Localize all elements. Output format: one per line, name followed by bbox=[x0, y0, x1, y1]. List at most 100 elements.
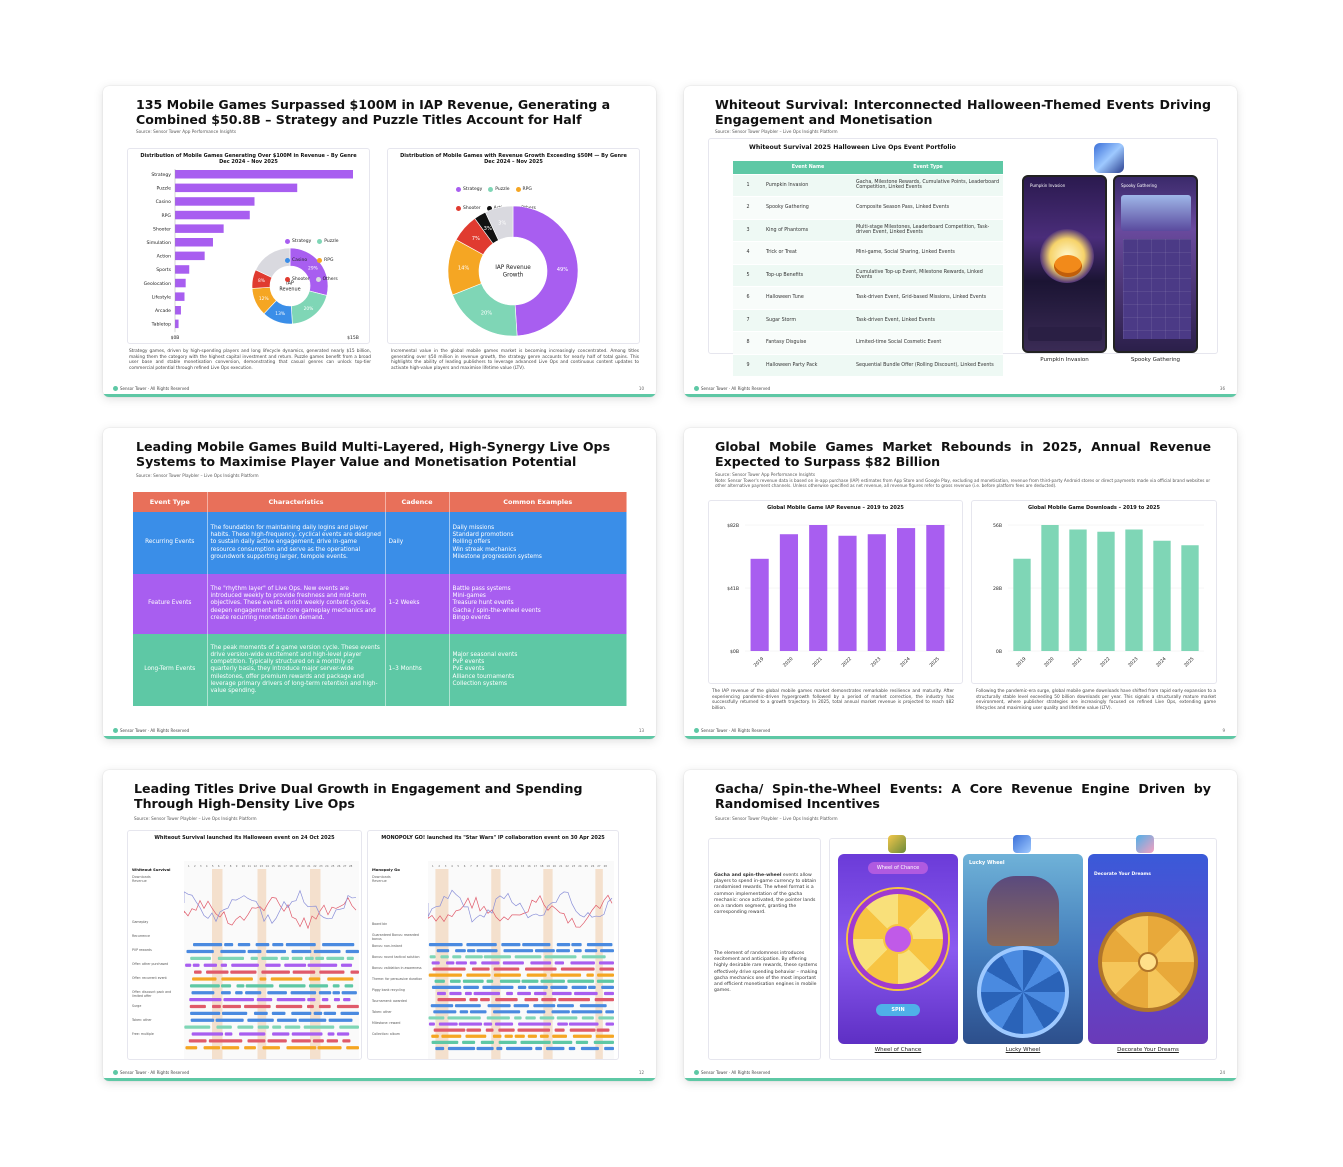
event-bar bbox=[533, 1004, 556, 1008]
event-bar bbox=[190, 1018, 215, 1022]
slice-label: 49% bbox=[557, 267, 569, 273]
bar bbox=[1013, 558, 1031, 651]
slice-label: 20% bbox=[304, 306, 314, 312]
randomness-description: The element of randomness introduces exc… bbox=[714, 951, 818, 994]
row-label: Offer: discount pack and limited offer bbox=[132, 990, 172, 998]
caption-spooky-gathering: Spooky Gathering bbox=[1130, 357, 1181, 363]
date-tick: 20 bbox=[553, 864, 557, 868]
table-row: Feature Events The "rhythm layer" of Liv… bbox=[133, 574, 627, 634]
event-bar bbox=[221, 977, 253, 981]
event-bar bbox=[556, 1016, 578, 1020]
event-bar bbox=[271, 1011, 286, 1015]
event-bar bbox=[476, 949, 498, 953]
event-bar bbox=[244, 1046, 256, 1050]
event-bar bbox=[518, 1022, 552, 1026]
event-bar bbox=[452, 955, 462, 959]
event-band bbox=[212, 869, 223, 1059]
event-bar bbox=[185, 1046, 198, 1050]
event-bar bbox=[558, 998, 590, 1002]
event-bar bbox=[499, 979, 521, 983]
event-bar bbox=[259, 977, 267, 981]
row-label: Bonus: non-instant bbox=[372, 944, 403, 948]
event-bar bbox=[336, 1032, 350, 1036]
slide-gacha-events[interactable]: Gacha/ Spin-the-Wheel Events: A Core Rev… bbox=[684, 770, 1237, 1081]
date-tick: 26 bbox=[591, 864, 595, 868]
date-tick: 3 bbox=[445, 864, 447, 868]
event-bar bbox=[466, 973, 491, 977]
event-bar bbox=[327, 1032, 335, 1036]
date-tick: 5 bbox=[457, 864, 459, 868]
event-bar bbox=[517, 985, 527, 989]
gacha-text-panel: Gacha and spin-the-wheel events allow pl… bbox=[708, 838, 821, 1060]
event-bar bbox=[483, 1022, 493, 1026]
event-bar bbox=[190, 1011, 221, 1015]
bar bbox=[896, 528, 916, 651]
event-bar bbox=[224, 1032, 233, 1036]
table-row: 7 Sugar Storm Task-driven Event, Linked Ev… bbox=[733, 309, 1003, 332]
event-bar bbox=[455, 961, 467, 965]
x-tick-label: 2021 bbox=[1071, 656, 1084, 669]
date-tick: 9 bbox=[483, 864, 485, 868]
event-bar bbox=[596, 979, 614, 983]
sensortower-logo-icon bbox=[694, 1070, 699, 1075]
event-bar bbox=[292, 970, 316, 974]
event-bar bbox=[431, 1034, 439, 1038]
legend-strategy: Strategy bbox=[456, 187, 482, 192]
growth-donut-panel: Distribution of Mobile Games with Revenu… bbox=[387, 148, 640, 344]
event-bar bbox=[428, 1016, 445, 1020]
footer: Sensor Tower · All Rights Reserved bbox=[113, 386, 189, 391]
slide-whiteout-halloween[interactable]: Whiteout Survival: Interconnected Hallow… bbox=[684, 86, 1237, 397]
page-number: 36 bbox=[1219, 386, 1225, 391]
slide-live-ops-layers[interactable]: Leading Mobile Games Build Multi-Layered… bbox=[103, 428, 656, 739]
donut-center-label: IAP bbox=[286, 280, 294, 286]
event-bar bbox=[203, 1046, 221, 1050]
event-bar bbox=[552, 1034, 567, 1038]
event-bar bbox=[346, 1046, 359, 1050]
slide-dual-growth[interactable]: Leading Titles Drive Dual Growth in Enga… bbox=[103, 770, 656, 1081]
date-tick: 11 bbox=[248, 864, 252, 868]
monopoly-timeline-panel: MONOPOLY GO! launched its "Star Wars" IP… bbox=[367, 830, 619, 1060]
event-bar bbox=[550, 973, 582, 977]
event-bar bbox=[255, 943, 270, 947]
axis-tick-min: $0B bbox=[171, 335, 180, 341]
event-bar bbox=[291, 949, 312, 954]
event-bar bbox=[514, 955, 542, 959]
table-row: Long-Term Events The peak moments of a g… bbox=[133, 634, 627, 706]
event-bar bbox=[466, 1028, 482, 1032]
event-bar bbox=[322, 943, 355, 947]
event-bar bbox=[291, 1039, 311, 1043]
table-row: 4 Trick or Treat Mini-game, Social Sharing… bbox=[733, 241, 1003, 265]
donut-slice bbox=[484, 205, 514, 241]
source-note: Source: Sensor Tower App Performance Ins… bbox=[715, 472, 816, 477]
event-bar bbox=[344, 984, 354, 988]
panel-title: MONOPOLY GO! launched its "Star Wars" IP… bbox=[381, 835, 605, 841]
spin-button: SPIN bbox=[876, 1004, 920, 1016]
event-bar bbox=[191, 1032, 224, 1036]
methodology-note: Note: Sensor Tower's revenue data is bas… bbox=[715, 478, 1211, 488]
event-bar bbox=[574, 991, 598, 996]
page-number: 12 bbox=[638, 1070, 644, 1075]
event-bar bbox=[437, 998, 466, 1002]
event-bar bbox=[315, 956, 325, 960]
event-bar bbox=[568, 1046, 576, 1051]
event-bar bbox=[476, 1046, 494, 1051]
plot-area bbox=[428, 861, 614, 1059]
col-characteristics: Characteristics bbox=[207, 492, 386, 512]
event-bar bbox=[462, 1040, 476, 1044]
event-bar bbox=[212, 1004, 221, 1009]
event-bar bbox=[598, 1016, 614, 1020]
date-tick: 22 bbox=[313, 864, 317, 868]
slide-market-rebound[interactable]: Global Mobile Games Market Rebounds in 2… bbox=[684, 428, 1237, 739]
spooky-gathering-screenshot: Spooky Gathering bbox=[1113, 175, 1198, 353]
caption-lucky-wheel: Lucky Wheel bbox=[1005, 1047, 1041, 1053]
event-bar bbox=[568, 1022, 599, 1026]
date-tick: 28 bbox=[604, 864, 608, 868]
date-tick: 17 bbox=[534, 864, 538, 868]
x-tick-label: 2025 bbox=[1183, 656, 1196, 669]
slide-genre-distribution[interactable]: 135 Mobile Games Surpassed $100M in IAP … bbox=[103, 86, 656, 397]
date-tick: 3 bbox=[200, 864, 202, 868]
table-row: 2 Spooky Gathering Composite Season Pass, … bbox=[733, 196, 1003, 220]
date-tick: 27 bbox=[343, 864, 347, 868]
event-bar bbox=[307, 998, 316, 1002]
event-bar bbox=[284, 963, 307, 967]
